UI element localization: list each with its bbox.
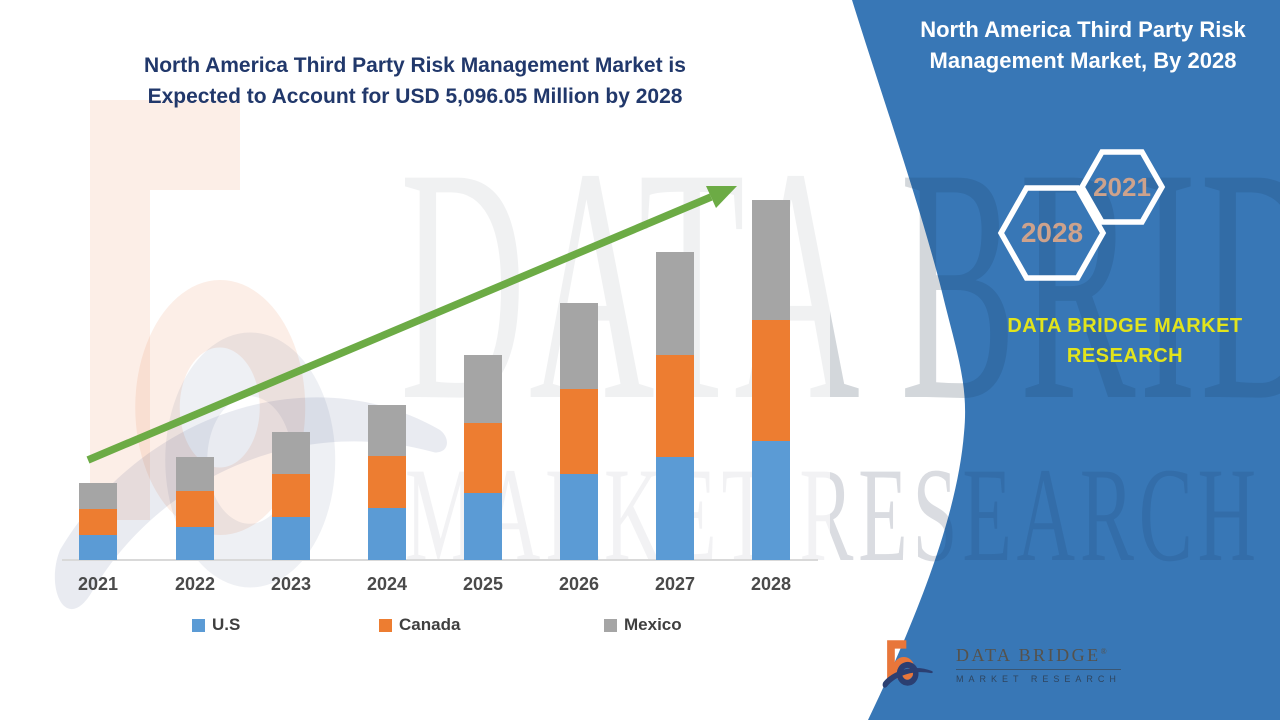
legend-swatch-U.S bbox=[192, 618, 205, 632]
panel-title-line2: Management Market, By 2028 bbox=[929, 48, 1237, 73]
bar-segment-2026-U.S bbox=[560, 474, 598, 560]
brand-name-line2: RESEARCH bbox=[1066, 345, 1184, 367]
bar-segment-2022-U.S bbox=[176, 527, 214, 560]
legend-swatch-Canada bbox=[379, 618, 392, 632]
legend-label-U.S: U.S bbox=[212, 615, 241, 634]
side-panel-background bbox=[852, 0, 1280, 720]
panel-title: North America Third Party Risk Managemen… bbox=[892, 14, 1274, 76]
x-axis-label-2025: 2025 bbox=[462, 574, 504, 594]
bar-segment-2027-Mexico bbox=[656, 252, 694, 355]
bar-segment-2021-Mexico bbox=[79, 483, 117, 509]
bar-segment-2024-Mexico bbox=[368, 405, 406, 456]
bar-segment-2023-Mexico bbox=[272, 432, 310, 474]
brand-name-line1: DATA BRIDGE MARKET bbox=[1007, 315, 1243, 337]
x-axis-label-2024: 2024 bbox=[366, 574, 408, 594]
bar-segment-2025-Mexico bbox=[464, 355, 502, 423]
stacked-bar-chart: 2021 2022 2023 2024 2025 2026 2027 2028 U.S Canad… bbox=[62, 186, 818, 635]
trend-arrow bbox=[86, 186, 737, 464]
panel-title-line1: North America Third Party Risk bbox=[920, 17, 1246, 42]
bar-segment-2024-U.S bbox=[368, 508, 406, 560]
chart-headline-line1: North America Third Party Risk Managemen… bbox=[144, 54, 686, 77]
bar-segment-2025-U.S bbox=[464, 493, 502, 560]
x-axis-label-2021: 2021 bbox=[77, 574, 119, 594]
side-panel: DATA BRIDGE MARKET RESEARCH North Americ… bbox=[830, 0, 1280, 720]
bar-segment-2023-Canada bbox=[272, 474, 310, 517]
registered-mark: ® bbox=[1100, 646, 1110, 656]
footer-logo-text: DATA BRIDGE® MARKET RESEARCH bbox=[956, 645, 1121, 684]
bar-segment-2027-Canada bbox=[656, 355, 694, 457]
hexagon-year-2028: 2028 bbox=[1021, 217, 1083, 248]
x-axis-line bbox=[62, 559, 818, 561]
chart-headline: North America Third Party Risk Managemen… bbox=[20, 50, 810, 112]
bar-segment-2021-Canada bbox=[79, 509, 117, 535]
hexagon-badge-2028: 2028 bbox=[997, 185, 1107, 281]
legend-item-Mexico: Mexico bbox=[604, 615, 682, 635]
bar-segment-2022-Mexico bbox=[176, 457, 214, 491]
bar-segment-2026-Mexico bbox=[560, 303, 598, 389]
bar-segment-2021-U.S bbox=[79, 535, 117, 560]
footer-logo: DATA BRIDGE® MARKET RESEARCH bbox=[882, 636, 1121, 692]
bar-segment-2026-Canada bbox=[560, 389, 598, 474]
hexagon-badges: 2021 2028 bbox=[997, 149, 1166, 281]
bar-segment-2025-Canada bbox=[464, 423, 502, 493]
x-axis-label-2027: 2027 bbox=[654, 574, 696, 594]
bar-segment-2024-Canada bbox=[368, 456, 406, 508]
brand-name: DATA BRIDGE MARKET RESEARCH bbox=[960, 311, 1280, 371]
bar-segment-2022-Canada bbox=[176, 491, 214, 527]
footer-logo-brand: DATA BRIDGE® bbox=[956, 645, 1121, 670]
x-axis-label-2022: 2022 bbox=[174, 574, 216, 594]
chart-headline-line2: Expected to Account for USD 5,096.05 Mil… bbox=[147, 85, 683, 108]
legend-swatch-Mexico bbox=[604, 618, 617, 632]
footer-logo-brand-label: DATA BRIDGE bbox=[956, 644, 1101, 665]
legend-label-Canada: Canada bbox=[399, 615, 461, 634]
x-axis-label-2026: 2026 bbox=[558, 574, 600, 594]
x-axis-label-2023: 2023 bbox=[270, 574, 312, 594]
hexagon-year-2021: 2021 bbox=[1093, 172, 1151, 202]
bar-segment-2028-Canada bbox=[752, 320, 790, 441]
bar-segment-2028-U.S bbox=[752, 441, 790, 560]
legend-label-Mexico: Mexico bbox=[624, 615, 682, 634]
footer-logo-sub: MARKET RESEARCH bbox=[956, 673, 1121, 684]
bar-segment-2027-U.S bbox=[656, 457, 694, 560]
x-axis-label-2028: 2028 bbox=[750, 574, 792, 594]
bar-segment-2028-Mexico bbox=[752, 200, 790, 320]
legend-item-Canada: Canada bbox=[379, 615, 460, 635]
legend-item-U.S: U.S bbox=[192, 615, 240, 635]
hexagon-badge-2021: 2021 bbox=[1078, 149, 1166, 225]
bar-segment-2023-U.S bbox=[272, 517, 310, 560]
data-bridge-logo-icon bbox=[882, 640, 933, 688]
